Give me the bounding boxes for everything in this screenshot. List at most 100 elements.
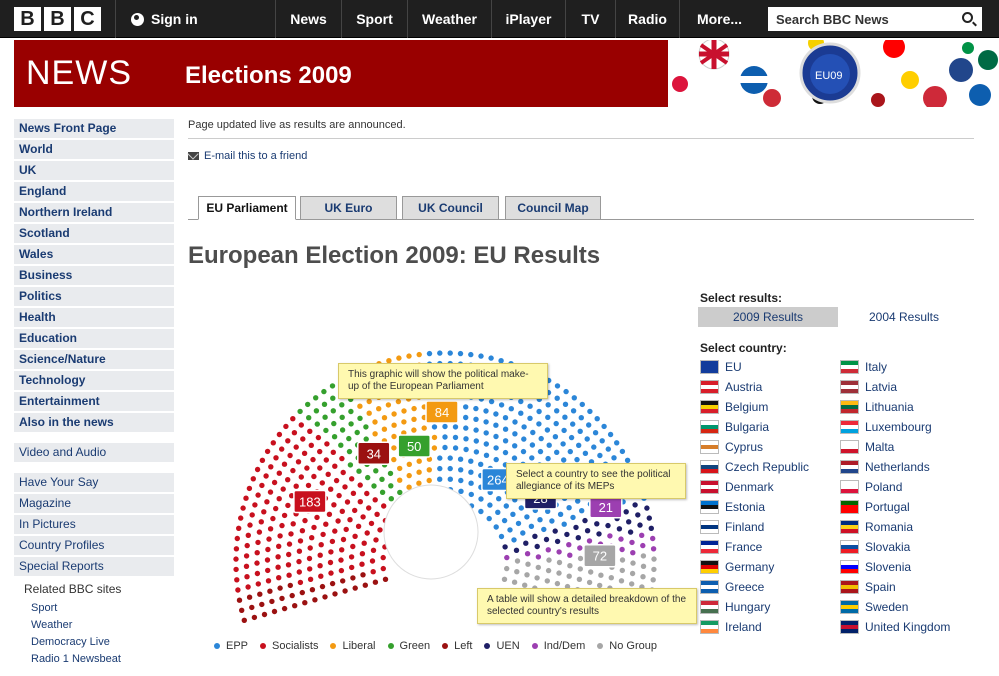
seat-mark	[504, 565, 510, 572]
sidebar-item[interactable]: Health	[14, 308, 174, 327]
sidebar-item[interactable]: News Front Page	[14, 119, 174, 138]
flag-icon	[840, 479, 859, 494]
seat-mark	[273, 505, 279, 512]
related-site-link[interactable]: Radio 1 Newsbeat	[31, 653, 121, 665]
seat-mark	[270, 515, 276, 522]
seat-mark	[297, 579, 304, 586]
seat-mark	[511, 455, 518, 461]
sidebar-item[interactable]: Have Your Say	[14, 473, 174, 492]
sidebar-item[interactable]: Magazine	[14, 494, 174, 513]
country-option[interactable]: EU	[700, 358, 742, 375]
country-option[interactable]: Slovenia	[840, 558, 911, 575]
sidebar-item[interactable]: In Pictures	[14, 515, 174, 534]
tab-uk-euro[interactable]: UK Euro	[300, 196, 397, 220]
sidebar-item[interactable]: Also in the news	[14, 413, 174, 432]
country-option[interactable]: Portugal	[840, 498, 910, 515]
country-option[interactable]: Spain	[840, 578, 896, 595]
seat-mark	[236, 525, 242, 531]
tab-eu-parliament[interactable]: EU Parliament	[198, 196, 296, 220]
seat-mark	[338, 442, 344, 448]
sidebar-item[interactable]: Business	[14, 266, 174, 285]
sidebar-item[interactable]: Northern Ireland	[14, 203, 174, 222]
country-option[interactable]: Bulgaria	[700, 418, 769, 435]
seat-mark	[541, 526, 547, 533]
seat-count-badge[interactable]: 34	[357, 441, 391, 466]
related-site-link[interactable]: Democracy Live	[31, 636, 110, 648]
sidebar-item[interactable]: Entertainment	[14, 392, 174, 411]
seat-mark	[473, 438, 479, 444]
country-option[interactable]: Estonia	[700, 498, 765, 515]
nav-sport[interactable]: Sport	[341, 0, 407, 38]
seat-count-badge[interactable]: 21	[589, 495, 623, 519]
nav-news[interactable]: News	[275, 0, 341, 38]
sidebar-item[interactable]: Technology	[14, 371, 174, 390]
seat-mark	[468, 491, 474, 498]
seat-mark	[331, 420, 337, 427]
seat-mark	[330, 449, 336, 455]
email-friend-link[interactable]: E-mail this to a friend	[188, 150, 307, 162]
seat-count-badge[interactable]: 50	[397, 434, 431, 458]
country-option[interactable]: United Kingdom	[840, 618, 950, 635]
seat-mark	[362, 582, 368, 588]
country-option[interactable]: Luxembourg	[840, 418, 932, 435]
seat-count-badge[interactable]: 84	[425, 400, 459, 424]
country-option[interactable]: Italy	[840, 358, 887, 375]
country-option[interactable]: Romania	[840, 518, 913, 535]
country-option[interactable]: France	[700, 538, 762, 555]
country-option[interactable]: Finland	[700, 518, 764, 535]
country-option[interactable]: Slovakia	[840, 538, 910, 555]
seat-mark	[238, 515, 244, 521]
country-option[interactable]: Netherlands	[840, 458, 930, 475]
sidebar-item[interactable]: Special Reports	[14, 557, 174, 576]
country-option[interactable]: Latvia	[840, 378, 897, 395]
country-option[interactable]: Poland	[840, 478, 902, 495]
country-option[interactable]: Hungary	[700, 598, 770, 615]
related-site-link[interactable]: Sport	[31, 602, 58, 614]
search-input[interactable]: Search BBC News	[768, 7, 982, 31]
sidebar-item[interactable]: Science/Nature	[14, 350, 174, 369]
country-option[interactable]: Malta	[840, 438, 894, 455]
nav-iplayer[interactable]: iPlayer	[491, 0, 565, 38]
results-2009-button[interactable]: 2009 Results	[698, 307, 838, 327]
country-option[interactable]: Denmark	[700, 478, 774, 495]
legend-label: EPP	[226, 640, 249, 652]
parliament-chart: 264183845034282172 This graphic will sho…	[188, 280, 698, 676]
nav-more[interactable]: More...	[679, 0, 759, 38]
sidebar-item[interactable]: England	[14, 182, 174, 201]
bbc-logo[interactable]: B B C	[14, 7, 101, 31]
nav-weather[interactable]: Weather	[407, 0, 491, 38]
country-option[interactable]: Germany	[700, 558, 774, 575]
sidebar-item[interactable]: UK	[14, 161, 174, 180]
country-option[interactable]: Greece	[700, 578, 764, 595]
country-option[interactable]: Cyprus	[700, 438, 763, 455]
sidebar-item[interactable]: Education	[14, 329, 174, 348]
nav-tv[interactable]: TV	[565, 0, 615, 38]
seat-mark	[380, 554, 386, 561]
country-option[interactable]: Austria	[700, 378, 762, 395]
results-2004-button[interactable]: 2004 Results	[868, 310, 940, 324]
nav-video-audio[interactable]: Video and Audio	[14, 443, 174, 462]
related-site-link[interactable]: Weather	[31, 619, 73, 631]
sidebar-item[interactable]: Politics	[14, 287, 174, 306]
seat-mark	[245, 532, 251, 538]
sign-in-link[interactable]: Sign in	[115, 0, 275, 38]
tab-uk-council[interactable]: UK Council	[402, 196, 499, 220]
seat-count-badge[interactable]: 264	[481, 467, 515, 492]
country-option[interactable]: Sweden	[840, 598, 908, 615]
sidebar-item[interactable]: Country Profiles	[14, 536, 174, 555]
seat-count-badge[interactable]: 72	[583, 543, 617, 568]
seat-mark	[319, 480, 325, 486]
sidebar-item[interactable]: Wales	[14, 245, 174, 264]
news-masthead[interactable]: NEWS	[26, 54, 132, 92]
sidebar-item[interactable]: World	[14, 140, 174, 159]
country-option[interactable]: Lithuania	[840, 398, 914, 415]
search-icon[interactable]	[962, 12, 973, 23]
nav-radio[interactable]: Radio	[615, 0, 679, 38]
sidebar-item[interactable]: Scotland	[14, 224, 174, 243]
country-option[interactable]: Ireland	[700, 618, 762, 635]
seat-mark	[605, 522, 611, 529]
country-option[interactable]: Belgium	[700, 398, 768, 415]
seat-count-badge[interactable]: 183	[293, 489, 327, 514]
country-option[interactable]: Czech Republic	[700, 458, 809, 475]
tab-council-map[interactable]: Council Map	[505, 196, 601, 220]
